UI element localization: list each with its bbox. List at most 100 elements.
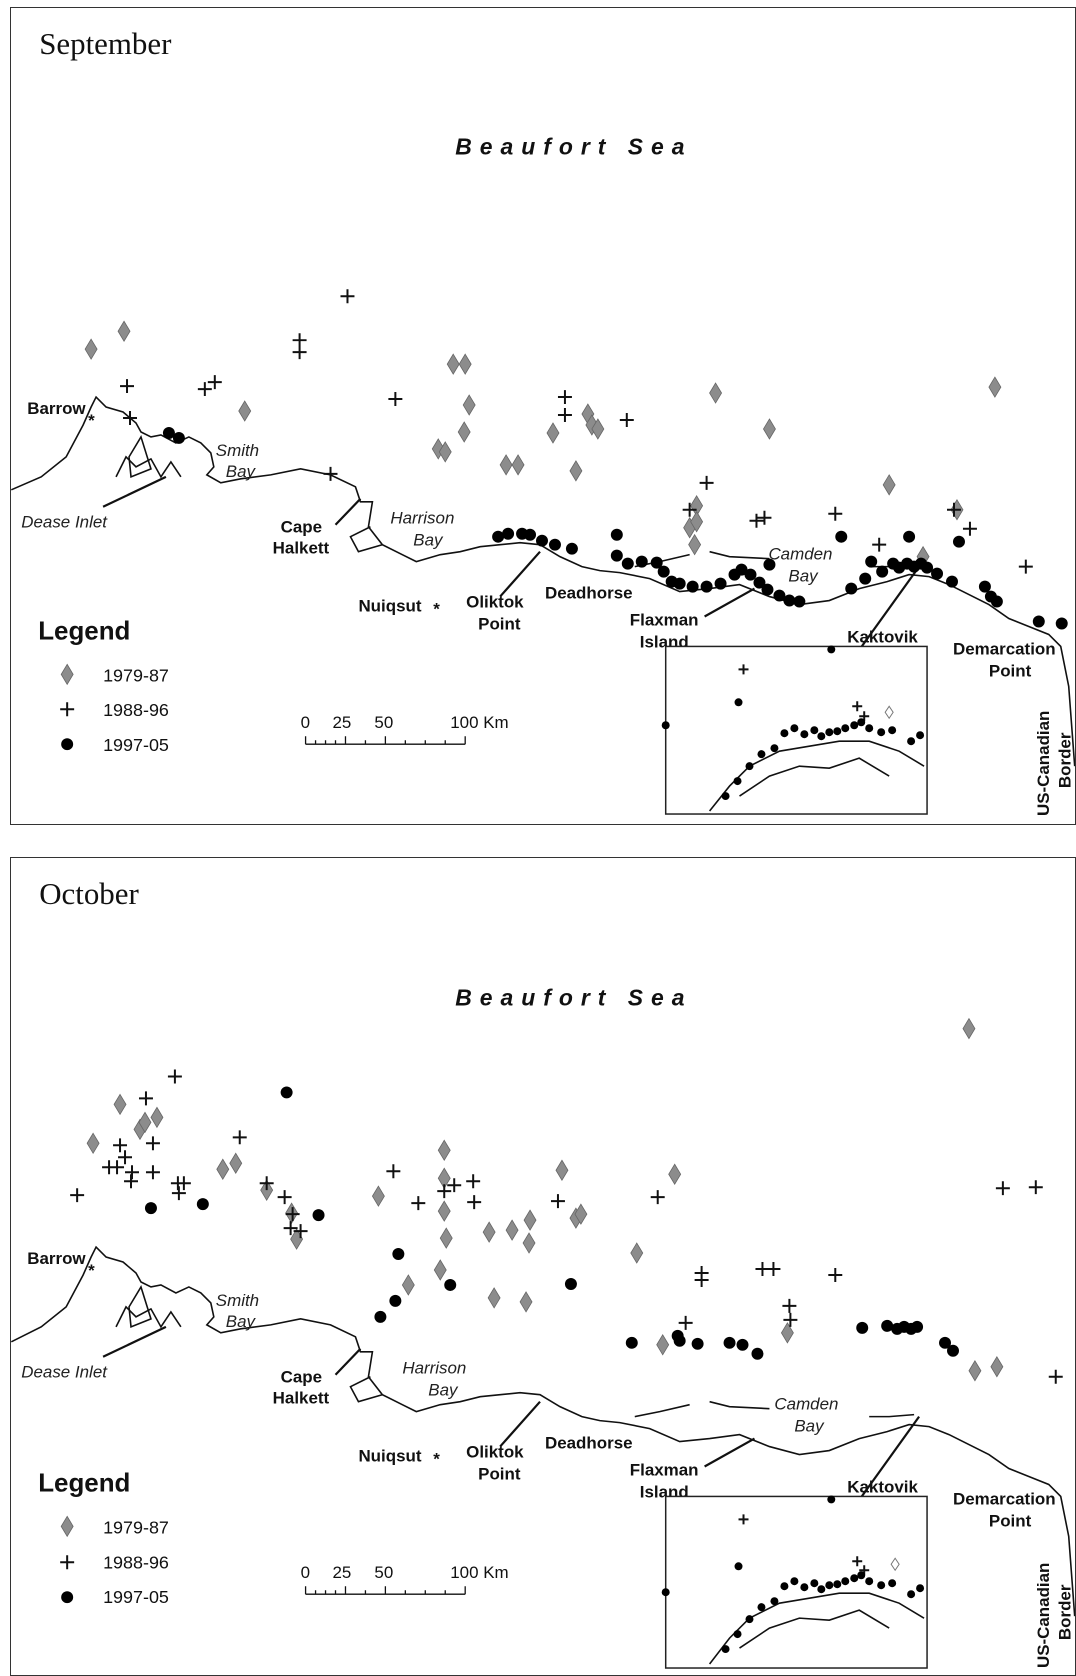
map-september: September Beaufort Sea Barrow * Smith Ba… [11, 26, 1075, 816]
marker-1997-05 [859, 572, 872, 585]
markers-1988-96 [70, 1069, 1063, 1384]
label-cape-halkett-1: Cape [281, 1368, 322, 1387]
marker-1988-96 [120, 289, 1033, 574]
marker-1979-87 [762, 418, 776, 440]
marker-1997-05 [911, 1320, 924, 1333]
marker-1997-05 [524, 528, 537, 541]
legend-dot-icon [61, 1591, 74, 1604]
label-smith-bay-1: Smith [216, 441, 259, 460]
markers-1988-96 [120, 289, 1033, 574]
marker-1997-05 [1055, 617, 1068, 630]
marker-1979-87 [113, 1093, 127, 1116]
barrow-marker: * [88, 1261, 95, 1280]
marker-1997-05 [736, 1338, 749, 1351]
marker-1997-05 [610, 528, 623, 541]
marker-1979-87 [438, 441, 452, 463]
legend-label-1979-87: 1979-87 [103, 1517, 169, 1537]
label-nuiqsut: Nuiqsut [358, 597, 421, 616]
nuiqsut-marker: * [433, 1450, 440, 1469]
marker-1979-87 [574, 1203, 588, 1225]
oliktok-leader [499, 1400, 541, 1448]
label-border-1: US-Canadian [1034, 1563, 1053, 1668]
label-demarcation-1: Demarcation [953, 639, 1056, 658]
legend-label-1988-96: 1988-96 [103, 700, 169, 720]
label-harrison-bay-1: Harrison [390, 509, 454, 528]
label-barrow: Barrow [27, 399, 86, 418]
scale-tick-25: 25 [333, 713, 352, 732]
marker-1997-05 [865, 555, 878, 568]
marker-1997-05 [939, 1336, 952, 1349]
scale-tick-0: 0 [301, 1563, 310, 1582]
label-camden-bay-2: Bay [794, 1417, 825, 1436]
marker-1997-05 [374, 1310, 387, 1323]
marker-1997-05 [673, 1334, 686, 1347]
marker-1979-87 [86, 1132, 100, 1155]
legend-label-1997-05: 1997-05 [103, 1587, 169, 1607]
marker-1979-87 [555, 1159, 569, 1181]
legend-label-1979-87: 1979-87 [103, 665, 169, 685]
marker-1979-87 [371, 1185, 385, 1207]
marker-1979-87 [437, 1200, 451, 1222]
marker-1979-87 [401, 1274, 415, 1296]
label-border-1: US-Canadian [1034, 711, 1053, 816]
marker-1979-87 [117, 320, 131, 342]
label-harrison-bay-2: Bay [428, 1381, 459, 1400]
marker-1997-05 [502, 527, 515, 540]
label-deadhorse: Deadhorse [545, 584, 633, 603]
marker-1979-87 [709, 382, 723, 404]
inset-map [661, 645, 928, 815]
marker-1997-05 [931, 567, 944, 580]
map-october: October Beaufort Sea Barrow * Smith Bay … [11, 876, 1075, 1669]
map-panel-september: September Beaufort Sea Barrow * Smith Ba… [10, 7, 1076, 825]
marker-1979-87 [591, 418, 605, 440]
marker-1997-05 [280, 1086, 293, 1099]
label-cape-halkett-2: Halkett [273, 1389, 330, 1408]
marker-1979-87 [229, 1152, 243, 1175]
marker-1979-87 [505, 1219, 519, 1241]
marker-1997-05 [947, 1344, 959, 1357]
label-flaxman-1: Flaxman [630, 610, 699, 629]
scale-tick-100: 100 Km [450, 713, 508, 732]
flaxman-leader [704, 1437, 756, 1468]
marker-1997-05 [876, 565, 889, 578]
scale-tick-50: 50 [374, 1563, 393, 1582]
legend: Legend 1979-87 1988-96 1997-05 [38, 617, 169, 755]
scale-tick-0: 0 [301, 713, 310, 732]
scale-bar: 0 25 50 100 Km [301, 1563, 509, 1595]
marker-1997-05 [657, 565, 670, 578]
marker-1997-05 [686, 580, 699, 593]
marker-1997-05 [673, 577, 686, 590]
scale-tick-50: 50 [374, 713, 393, 732]
oliktok-leader [499, 550, 541, 598]
marker-1997-05 [793, 595, 806, 608]
nuiqsut-marker: * [433, 600, 440, 619]
marker-1997-05 [172, 431, 185, 444]
marker-1979-87 [150, 1106, 164, 1129]
marker-1979-87 [457, 421, 471, 443]
marker-1997-05 [1032, 615, 1045, 628]
label-cape-halkett-1: Cape [281, 518, 322, 537]
marker-1979-87 [482, 1221, 496, 1243]
cape-halkett-leader [334, 1348, 362, 1376]
label-harrison-bay-1: Harrison [402, 1359, 466, 1378]
month-title: September [39, 26, 172, 61]
marker-1979-87 [523, 1209, 537, 1231]
sea-label: Beaufort Sea [455, 134, 692, 160]
marker-1979-87 [84, 338, 98, 360]
flaxman-leader [704, 587, 756, 618]
label-barrow: Barrow [27, 1249, 86, 1268]
marker-1997-05 [845, 582, 858, 595]
marker-1997-05 [714, 577, 727, 590]
marker-1979-87 [437, 1139, 451, 1162]
marker-1979-87 [499, 454, 513, 476]
dease-inlet-leader [102, 475, 167, 508]
marker-1979-87 [462, 394, 476, 416]
legend-title: Legend [38, 617, 130, 645]
marker-1997-05 [312, 1209, 325, 1222]
marker-1997-05 [444, 1278, 457, 1291]
marker-1979-87 [446, 353, 460, 375]
marker-1997-05 [881, 1319, 894, 1332]
label-harrison-bay-2: Bay [413, 531, 444, 550]
legend-label-1988-96: 1988-96 [103, 1552, 169, 1572]
marker-1997-05 [650, 556, 663, 569]
